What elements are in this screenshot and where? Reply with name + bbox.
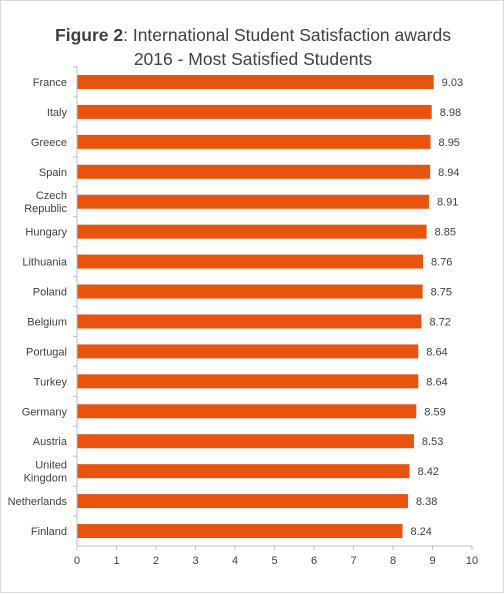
category-label-line: United [35, 460, 67, 472]
category-label: Turkey [34, 376, 68, 388]
category-label-line: Spain [39, 167, 67, 179]
x-tick-label: 6 [311, 555, 317, 567]
x-tick-label: 7 [350, 555, 356, 567]
data-label: 9.03 [442, 77, 463, 89]
data-label: 8.64 [426, 346, 447, 358]
bar [77, 464, 410, 479]
category-label-line: France [33, 77, 67, 89]
bar [77, 314, 422, 329]
category-label: Spain [39, 167, 67, 179]
x-tick-label: 2 [153, 555, 159, 567]
category-label-line: Austria [33, 436, 68, 448]
category-label: Germany [22, 406, 68, 418]
data-label: 8.24 [410, 526, 431, 538]
category-label: Belgium [27, 316, 67, 328]
x-tick-label: 4 [232, 555, 238, 567]
bar [77, 284, 423, 299]
data-label: 8.59 [424, 406, 445, 418]
bar [77, 104, 432, 119]
category-label: Netherlands [8, 496, 68, 508]
category-label: Finland [31, 526, 67, 538]
category-label: Portugal [26, 346, 67, 358]
bar [77, 134, 431, 149]
category-label-line: Kingdom [24, 473, 67, 485]
x-tick-label: 9 [429, 555, 435, 567]
category-label-line: Republic [24, 203, 67, 215]
bar [77, 404, 417, 419]
category-label-line: Germany [22, 406, 68, 418]
category-label: Hungary [25, 227, 67, 239]
chart-title: Figure 2: International Student Satisfac… [1, 23, 504, 71]
bar [77, 224, 427, 239]
x-tick-label: 8 [390, 555, 396, 567]
category-label-line: Belgium [27, 316, 67, 328]
data-label: 8.95 [439, 137, 460, 149]
data-label: 8.75 [431, 287, 452, 299]
x-tick-label: 3 [192, 555, 198, 567]
category-label: Lithuania [22, 257, 68, 269]
data-label: 8.76 [431, 257, 452, 269]
data-label: 8.91 [437, 197, 458, 209]
data-label: 8.85 [435, 227, 456, 239]
x-tick-label: 1 [113, 555, 119, 567]
category-label: Poland [33, 287, 67, 299]
bar [77, 524, 403, 539]
chart-title-rest: : International Student Satisfaction awa… [123, 25, 451, 45]
category-label-line: Portugal [26, 346, 67, 358]
bar [77, 374, 419, 389]
data-label: 8.98 [440, 107, 461, 119]
category-label: France [33, 77, 67, 89]
category-label-line: Finland [31, 526, 67, 538]
category-label: Czech Republic [24, 190, 67, 215]
data-label: 8.94 [438, 167, 459, 179]
data-label: 8.42 [418, 466, 439, 478]
bar [77, 434, 414, 449]
bar [77, 254, 424, 269]
category-label-line: Czech [36, 190, 67, 202]
bar [77, 194, 429, 209]
category-label: Austria [33, 436, 68, 448]
category-label-line: Greece [31, 137, 67, 149]
x-tick-label: 5 [271, 555, 277, 567]
category-label-line: Netherlands [8, 496, 68, 508]
category-label-line: Turkey [34, 376, 68, 388]
category-label-line: Hungary [25, 227, 67, 239]
bar [77, 74, 434, 89]
data-label: 8.53 [422, 436, 443, 448]
category-label: Italy [47, 107, 68, 119]
bar [77, 344, 419, 359]
category-label: Greece [31, 137, 67, 149]
category-label-line: Italy [47, 107, 68, 119]
data-label: 8.64 [426, 376, 447, 388]
chart-title-prefix: Figure 2 [55, 25, 124, 45]
chart-title-line2: 2016 - Most Satisfied Students [133, 49, 373, 69]
data-label: 8.72 [429, 316, 450, 328]
bar [77, 164, 431, 179]
bar [77, 494, 409, 509]
category-label: United Kingdom [24, 460, 67, 485]
category-label-line: Poland [33, 287, 67, 299]
x-tick-label: 10 [466, 555, 478, 567]
category-label-line: Lithuania [22, 257, 68, 269]
x-tick-label: 0 [74, 555, 80, 567]
data-label: 8.38 [416, 496, 437, 508]
